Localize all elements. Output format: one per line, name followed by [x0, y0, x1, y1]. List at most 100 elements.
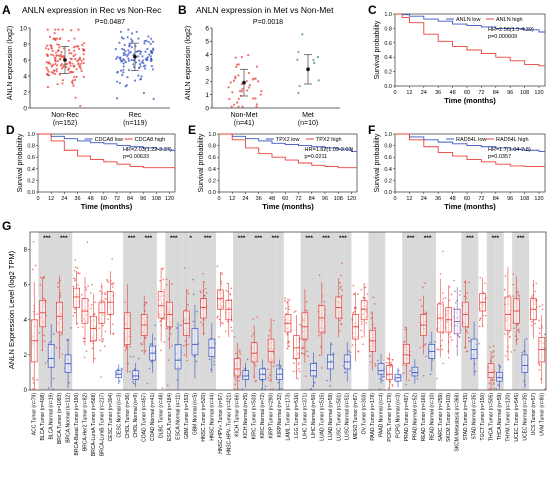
data-point	[132, 382, 135, 385]
data-point	[77, 284, 79, 286]
data-point	[141, 343, 143, 346]
panel-g: G ANLN Expression Level (log2 TPM) 0 2 4 6 8…	[2, 219, 547, 456]
data-point	[146, 56, 149, 59]
data-point	[365, 322, 367, 324]
data-point	[146, 382, 149, 385]
data-point	[284, 300, 286, 302]
data-point	[230, 319, 233, 322]
data-point	[286, 301, 288, 304]
data-point	[404, 326, 407, 329]
data-point	[150, 361, 153, 363]
significance-shade	[131, 232, 140, 390]
data-point	[285, 312, 288, 315]
data-point	[77, 58, 80, 62]
data-point	[47, 61, 51, 64]
data-point	[361, 336, 363, 338]
data-point	[478, 319, 481, 322]
data-point	[233, 388, 236, 390]
data-point	[279, 366, 282, 368]
data-point	[70, 29, 73, 32]
data-point	[180, 324, 182, 327]
data-point	[404, 328, 407, 331]
data-point	[521, 351, 524, 354]
y-tick-label: 0.4	[384, 167, 392, 173]
x-category-label: GBM.Normal (n=5)	[192, 393, 198, 435]
data-point	[438, 302, 440, 304]
box	[504, 296, 512, 331]
data-point	[159, 349, 162, 352]
legend-label-low: RAD54L low	[456, 137, 486, 143]
data-point	[531, 296, 533, 299]
data-point	[286, 347, 289, 350]
data-point	[143, 42, 146, 45]
significance-label: ***	[255, 235, 263, 242]
significance-shade	[402, 232, 411, 390]
data-point	[74, 278, 76, 280]
data-point	[57, 28, 60, 31]
panel-a-pvalue: P=0.0487	[95, 19, 125, 26]
x-category-label: HNSC-HPV+.Tumor (n=97)	[218, 393, 224, 454]
x-category-label: KIRP.Normal (n=32)	[277, 393, 283, 438]
box	[470, 338, 478, 359]
data-point	[154, 324, 157, 327]
data-point	[149, 42, 152, 46]
significance-shade	[46, 232, 56, 390]
data-point	[62, 65, 65, 69]
data-point	[144, 309, 146, 312]
data-point	[235, 101, 239, 104]
data-point	[122, 48, 126, 51]
data-point	[217, 315, 219, 318]
data-point	[235, 65, 238, 69]
data-point	[317, 79, 320, 82]
box	[411, 366, 419, 377]
box	[47, 344, 55, 368]
data-point	[297, 363, 300, 366]
panel-b-title: ANLN expression in Met vs Non-Met	[196, 5, 334, 15]
data-point	[307, 355, 309, 358]
data-point	[454, 290, 456, 292]
x-category-label: LGG.Tumor (n=516)	[294, 393, 300, 438]
data-point	[118, 41, 121, 44]
y-tick-label: 0.6	[384, 41, 392, 47]
x-category-label: UVM.Tumor (n=80)	[539, 393, 545, 436]
data-point	[332, 352, 335, 354]
data-point	[138, 62, 142, 66]
x-category-label: GBM.Tumor (n=153)	[184, 393, 190, 439]
x-category-label: Rec	[129, 112, 142, 119]
legend-label-low: TPX2 low	[276, 137, 300, 143]
data-point	[256, 316, 259, 318]
data-point	[77, 45, 80, 48]
data-point	[67, 49, 71, 52]
data-point	[137, 74, 140, 77]
panel-letter: D	[6, 123, 15, 137]
x-category-label: PAAD.Tumor (n=178)	[370, 393, 376, 441]
data-point	[80, 69, 83, 73]
data-point	[130, 58, 133, 62]
data-point	[123, 43, 126, 47]
data-point	[246, 358, 249, 361]
data-point	[341, 289, 343, 291]
data-point	[133, 79, 137, 82]
data-point	[248, 84, 251, 87]
data-point	[68, 381, 70, 384]
data-point	[234, 75, 237, 78]
y-tick-label: 0.0	[27, 190, 35, 196]
x-tick-label: 0	[36, 196, 39, 202]
y-tick-label: 0.8	[384, 26, 392, 32]
x-category-label: KIRC.Tumor (n=533)	[252, 393, 258, 440]
data-point	[118, 81, 122, 85]
data-point	[466, 331, 469, 334]
significance-shade	[427, 232, 437, 390]
data-point	[90, 292, 92, 294]
data-point	[326, 379, 328, 382]
data-point	[127, 28, 130, 31]
data-point	[340, 274, 342, 277]
data-point	[120, 367, 123, 370]
data-point	[376, 359, 379, 362]
data-point	[61, 333, 63, 336]
data-point	[422, 375, 425, 377]
data-point	[429, 341, 431, 344]
data-point	[74, 308, 76, 311]
significance-label: ***	[305, 235, 313, 242]
survival-curve-low	[219, 133, 357, 152]
